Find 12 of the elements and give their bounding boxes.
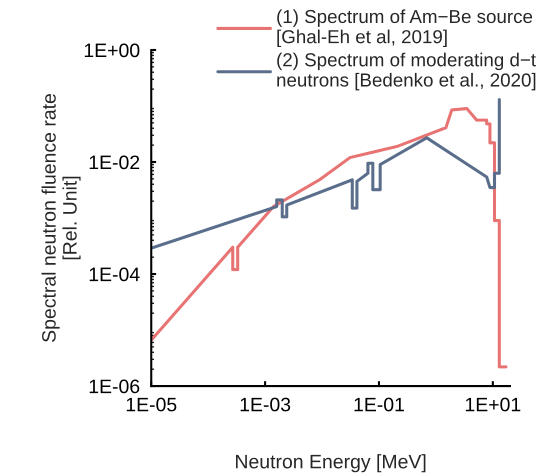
y-tick-label: 1E-02 xyxy=(90,155,140,170)
x-tick-label: 1E-05 xyxy=(126,398,176,412)
y-tick-label: 1E-04 xyxy=(90,267,140,282)
x-tick-label: 1E-01 xyxy=(354,398,404,412)
legend-label: (1) Spectrum of Am−Be source [Ghal-Eh et al, 2019] xyxy=(277,9,532,48)
x-tick-label: 1E+01 xyxy=(466,398,520,412)
y-tick-label: 1E-06 xyxy=(90,380,140,394)
y-tick-label: 1E+00 xyxy=(84,43,140,58)
x-axis-title: Neutron Energy [MeV] xyxy=(236,454,426,472)
y-axis-title: Spectral neutron fluence rate [Rel. Unit] xyxy=(42,94,81,342)
legend-label: (2) Spectrum of moderating d−t neutrons [Bedenko et al., 2020] xyxy=(277,52,536,90)
x-tick-label: 1E-03 xyxy=(240,398,290,412)
